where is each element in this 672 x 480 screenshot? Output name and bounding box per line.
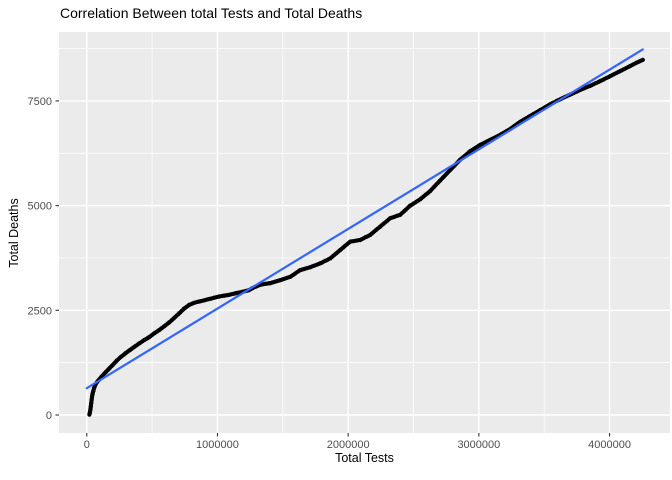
x-tick-label: 1000000	[196, 439, 239, 451]
x-tick-label: 2000000	[327, 439, 370, 451]
x-tick-label: 4000000	[588, 439, 631, 451]
x-axis-title: Total Tests	[335, 451, 394, 465]
y-tick-label: 2500	[28, 305, 52, 317]
data-point	[640, 57, 645, 63]
x-tick-label: 0	[84, 439, 90, 451]
chart-title: Correlation Between total Tests and Tota…	[60, 5, 363, 21]
y-axis-title: Total Deaths	[7, 198, 21, 268]
plot-panel	[59, 32, 670, 433]
x-tick-label: 3000000	[457, 439, 500, 451]
regression-line	[85, 48, 644, 390]
y-tick-label: 0	[46, 410, 52, 422]
y-tick-label: 5000	[28, 201, 52, 213]
y-tick-label: 7500	[28, 96, 52, 108]
